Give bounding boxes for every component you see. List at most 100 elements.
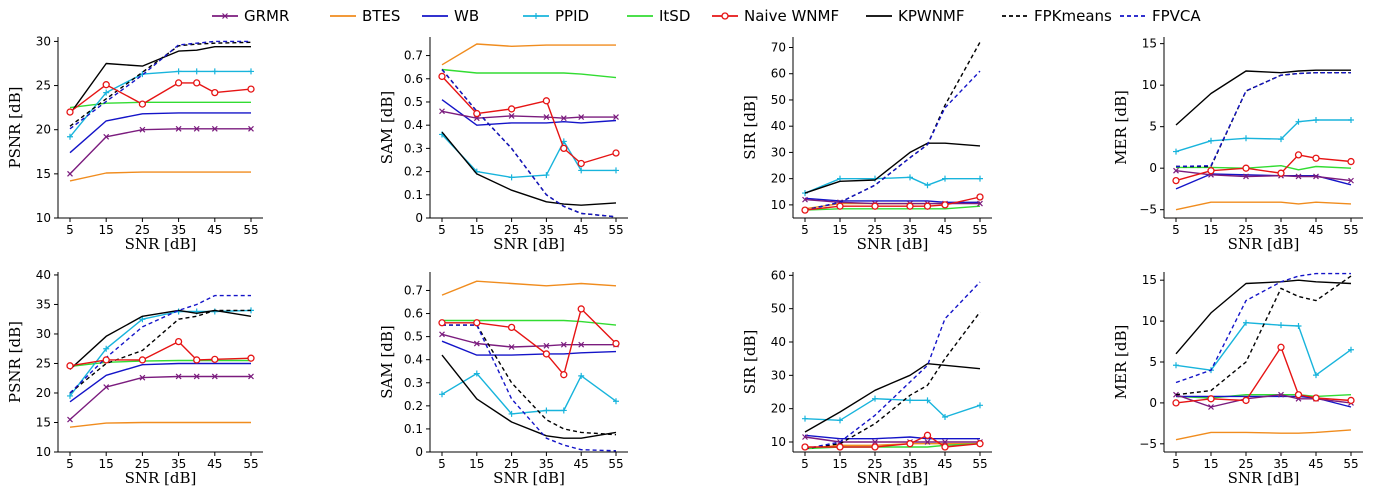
data-point-grmr <box>248 373 254 380</box>
y-tick-label: 0.7 <box>404 283 423 297</box>
y-tick-label: −5 <box>1139 203 1157 217</box>
y-axis-label: SIR [dB] <box>741 330 759 395</box>
y-tick-label: 25 <box>36 356 51 370</box>
data-point-naive-wnmf <box>1277 343 1285 351</box>
legend-marker-naive-wnmf <box>721 12 729 20</box>
series-line-fpkmeans <box>1175 275 1352 396</box>
data-point-ppid <box>837 417 843 424</box>
data-point-ppid-stroke <box>942 414 948 420</box>
y-tick-label: 0.6 <box>404 72 423 86</box>
data-point-grmr-stroke <box>508 112 515 119</box>
series-btes <box>69 421 251 428</box>
series-ppid <box>67 68 254 140</box>
x-axis-label: SNR [dB] <box>125 469 197 487</box>
series-wb <box>69 112 251 154</box>
x-tick-label: 15 <box>832 223 847 237</box>
data-point-ppid <box>924 397 931 404</box>
data-point-ppid <box>1173 148 1179 155</box>
data-point-grmr <box>67 170 73 177</box>
data-point-ppid-stroke <box>175 68 182 75</box>
data-point-ppid <box>942 175 948 182</box>
y-tick-label: 10 <box>1142 314 1157 328</box>
y-tick-label: 20 <box>771 172 786 186</box>
legend-entry-fpkmeans: FPKmeans <box>1002 7 1112 25</box>
x-tick-label: 45 <box>207 223 222 237</box>
data-point-grmr-stroke <box>613 114 619 120</box>
series-fpvca <box>804 70 981 211</box>
x-tick-label: 15 <box>469 457 484 471</box>
series-line-btes <box>1175 201 1352 211</box>
x-tick-label: 25 <box>1238 223 1253 237</box>
legend-label-fpkmeans: FPKmeans <box>1034 7 1112 25</box>
series-line-kpwnmf <box>804 363 981 433</box>
y-tick-label: 30 <box>36 34 51 48</box>
y-tick-label: 10 <box>1142 78 1157 92</box>
y-tick-label: 30 <box>771 368 786 382</box>
data-point-grmr <box>1295 173 1302 180</box>
data-point-ppid-stroke <box>1313 117 1319 124</box>
data-point-naive-wnmf <box>507 105 516 113</box>
data-point-ppid-stroke <box>543 172 550 179</box>
data-point-ppid <box>175 68 182 75</box>
data-point-ppid-stroke <box>1313 372 1319 379</box>
data-point-grmr <box>508 344 515 350</box>
data-point-naive-wnmf <box>1172 176 1180 185</box>
series-ppid <box>439 370 619 417</box>
y-axis-label: MER [dB] <box>1112 325 1130 400</box>
x-axis-label: SNR [dB] <box>125 235 197 253</box>
legend-label-naive-wnmf: Naive WNMF <box>744 7 839 25</box>
data-point-ppid-stroke <box>1278 322 1284 329</box>
series-line-grmr <box>69 128 251 175</box>
data-point-grmr <box>67 416 73 423</box>
data-point-ppid <box>1173 362 1179 369</box>
x-axis-label: SNR [dB] <box>1228 469 1300 487</box>
data-point-ppid <box>1243 319 1249 326</box>
data-point-ppid <box>508 410 515 417</box>
x-tick-label: 45 <box>574 457 589 471</box>
x-tick-label: 55 <box>972 457 987 471</box>
y-axis-label: SAM [dB] <box>378 325 396 399</box>
data-point-ppid <box>193 68 200 75</box>
data-point-ppid-stroke <box>578 372 585 379</box>
data-point-ppid-stroke <box>578 167 585 174</box>
data-point-ppid-stroke <box>1208 137 1214 144</box>
y-tick-label: 60 <box>771 268 786 282</box>
data-point-naive-wnmf <box>612 339 620 348</box>
data-point-ppid <box>613 398 619 405</box>
series-line-fpvca <box>804 70 981 211</box>
data-point-ppid-stroke <box>1295 118 1302 125</box>
data-point-naive-wnmf <box>438 72 446 81</box>
series-kpwnmf <box>69 46 251 115</box>
x-tick-label: 25 <box>135 457 150 471</box>
y-tick-label: 10 <box>771 198 786 212</box>
series-kpwnmf <box>441 131 617 206</box>
data-point-grmr-stroke <box>578 114 585 120</box>
series-btes <box>1175 201 1352 211</box>
data-point-naive-wnmf <box>193 79 201 87</box>
data-point-naive-wnmf <box>174 337 183 346</box>
data-point-ppid-stroke <box>560 407 567 414</box>
x-tick-label: 25 <box>504 223 519 237</box>
data-point-grmr <box>802 196 808 203</box>
data-point-grmr-stroke <box>560 341 567 348</box>
data-point-grmr-stroke <box>1295 173 1302 180</box>
data-point-ppid <box>508 174 515 181</box>
data-point-ppid-stroke <box>942 175 948 182</box>
data-point-ppid <box>560 407 567 414</box>
y-tick-label: 60 <box>771 67 786 81</box>
data-point-grmr-stroke <box>175 373 182 380</box>
series-grmr <box>67 373 254 423</box>
data-point-ppid-stroke <box>543 407 550 414</box>
x-tick-label: 25 <box>867 457 882 471</box>
x-tick-label: 15 <box>832 457 847 471</box>
y-tick-label: 15 <box>36 415 51 429</box>
data-point-ppid <box>907 397 913 404</box>
data-point-grmr-stroke <box>211 125 218 132</box>
series-fpkmeans <box>442 324 617 436</box>
data-point-naive-wnmf <box>801 443 809 451</box>
data-point-grmr-stroke <box>248 373 254 380</box>
series-line-fpvca <box>1175 71 1351 168</box>
data-point-grmr <box>248 125 254 132</box>
series-line-fpkmeans <box>69 309 251 394</box>
data-point-ppid <box>1295 323 1302 329</box>
